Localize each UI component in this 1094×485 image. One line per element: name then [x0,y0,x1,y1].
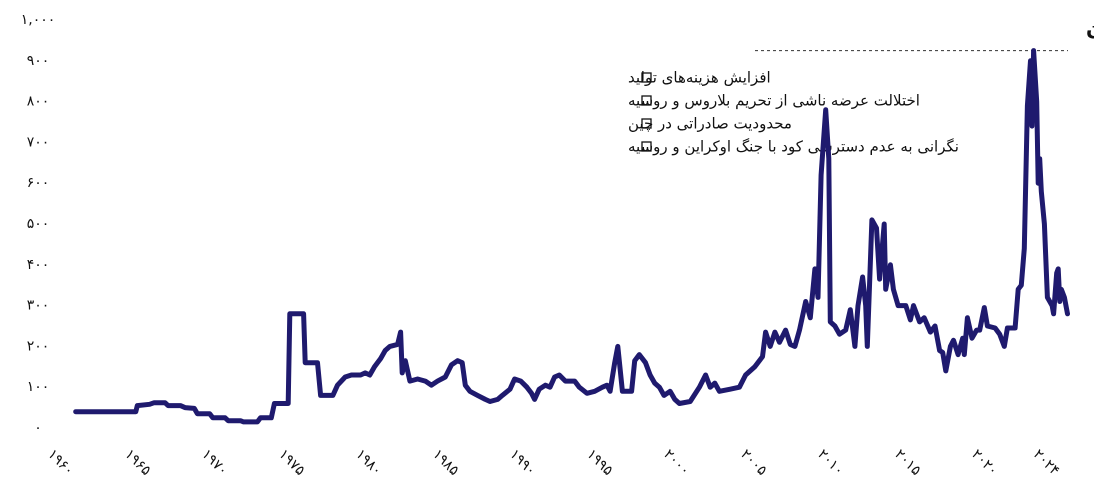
x-tick-label: ۲۰۰۰ [660,446,693,479]
x-tick-label: ۲۰۱۵ [891,446,924,479]
y-tick-label: ۲۰۰ [27,338,50,354]
x-tick-label: ۱۹۶۰ [44,446,77,479]
y-tick-label: ۹۰۰ [27,53,50,69]
x-tick-label: ۲۰۲۴ [1030,446,1063,479]
y-tick-label: ۴۰۰ [27,257,50,273]
annotation: نگرانی به عدم دسترسی کود با جنگ اوکراین … [628,138,959,156]
bullet [641,95,652,106]
x-tick-label: ۱۹۹۰ [506,446,539,479]
x-tick-label: ۱۹۷۰ [198,446,231,479]
x-tick-label: ۲۰۲۰ [968,446,1001,479]
y-tick-label: ۳۰۰ [27,298,50,314]
x-tick-label: ۱۹۶۵ [121,446,154,479]
bullet [641,72,652,83]
annotation: اختلالت عرضه ناشی از تحریم بلاروس و روسی… [628,92,920,110]
chart-title: سقف تاریخی ۶۰ ساله: ۹۲۵ دلار بر تن [1086,15,1094,39]
x-tick-label: ۲۰۰۵ [737,446,770,479]
y-tick-label: ۱,۰۰۰ [21,12,56,28]
x-tick-label: ۱۹۹۵ [583,446,616,479]
y-tick-label: ۰ [34,420,42,436]
x-tick-label: ۱۹۸۵ [429,446,462,479]
annotation: افزایش هزینه‌های تولید [628,69,771,87]
x-tick-label: ۲۰۱۰ [814,446,847,479]
x-tick-label: ۱۹۷۵ [275,446,308,479]
bullet [641,141,652,152]
bullet [641,118,652,129]
x-tick-label: ۱۹۸۰ [352,446,385,479]
y-tick-label: ۶۰۰ [27,175,50,191]
y-tick-label: ۵۰۰ [27,216,50,232]
annotation-boxes [641,72,652,152]
y-tick-label: ۸۰۰ [27,94,50,110]
y-tick-label: ۷۰۰ [27,134,50,150]
annotation: محدودیت صادراتی در چین [628,115,792,133]
y-tick-label: ۱۰۰ [27,379,50,395]
price-line [73,48,1070,425]
